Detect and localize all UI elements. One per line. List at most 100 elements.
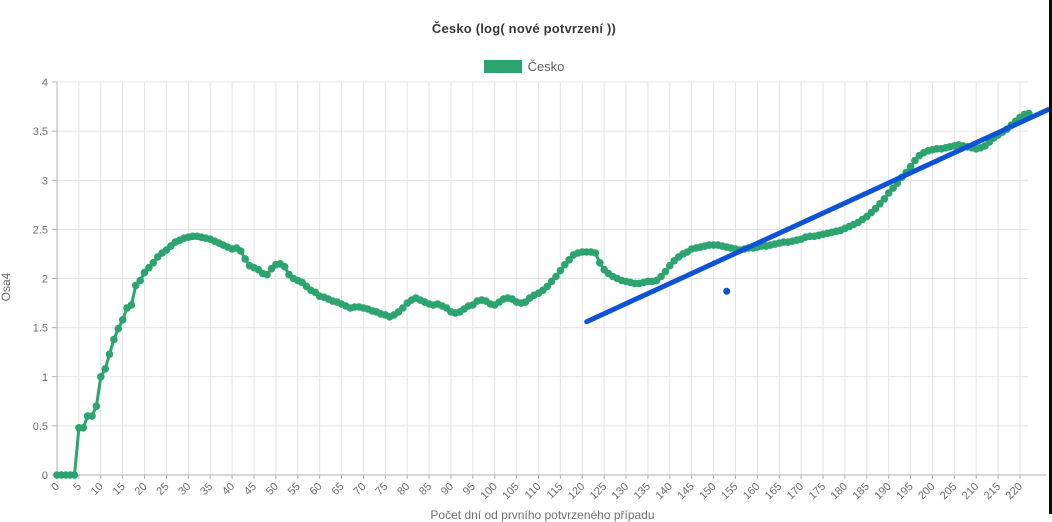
legend-label-cesko: Česko [527, 58, 565, 74]
x-tick-label: 75 [373, 481, 390, 498]
series-point-cesko [666, 261, 674, 270]
x-tick-label: 160 [741, 481, 762, 502]
series-point-cesko [591, 249, 600, 257]
series-point-cesko [92, 402, 101, 411]
series-point-cesko [145, 263, 153, 272]
series-point-cesko [543, 282, 552, 291]
x-tick-label: 205 [938, 481, 959, 502]
x-tick-label: 50 [264, 481, 281, 498]
series-point-cesko [661, 267, 670, 276]
x-tick-label: 15 [111, 481, 128, 498]
series-point-cesko [876, 200, 884, 208]
x-tick-label: 10 [89, 481, 106, 498]
series-point-cesko [118, 316, 127, 324]
y-tick-label: 2.5 [33, 224, 48, 236]
y-tick-label: 1 [42, 372, 48, 384]
series-point-cesko [884, 189, 893, 197]
series-point-cesko [97, 373, 105, 381]
x-tick-label: 5 [71, 481, 84, 494]
x-tick-label: 40 [220, 481, 237, 498]
x-tick-label: 145 [675, 481, 696, 502]
x-tick-label: 165 [763, 481, 784, 502]
series-point-cesko [556, 266, 565, 275]
series-point-cesko [70, 471, 79, 479]
x-tick-label: 195 [894, 481, 915, 502]
series-point-cesko [88, 412, 96, 420]
x-tick-label: 25 [154, 481, 171, 498]
outlier-point [723, 287, 731, 295]
series-point-cesko [871, 204, 880, 213]
y-tick-label: 4 [42, 77, 48, 89]
x-tick-label: 130 [610, 481, 631, 502]
series-point-cesko [911, 156, 919, 165]
x-tick-label: 65 [329, 481, 346, 498]
series-point-cesko [657, 272, 665, 281]
x-tick-label: 175 [807, 481, 828, 502]
series-line-cesko [57, 111, 1030, 477]
y-tick-label: 3.5 [33, 126, 48, 138]
series-point-cesko [241, 255, 249, 263]
x-tick-label: 150 [697, 481, 718, 502]
y-tick-label: 2 [42, 274, 48, 286]
x-tick-label: 120 [566, 481, 587, 502]
x-tick-label: 60 [308, 481, 325, 498]
x-tick-label: 180 [829, 481, 850, 502]
x-tick-label: 155 [719, 481, 740, 502]
x-tick-label: 45 [242, 481, 259, 498]
series-point-cesko [149, 259, 158, 267]
series-point-cesko [105, 350, 114, 359]
series-point-cesko [280, 262, 289, 271]
x-tick-label: 90 [439, 481, 456, 498]
series-point-cesko [136, 276, 144, 285]
series-point-cesko [565, 255, 573, 264]
series-point-cesko [114, 324, 123, 333]
series-point-cesko [552, 272, 560, 281]
x-tick-label: 140 [653, 481, 674, 502]
x-tick-label: 80 [395, 481, 412, 498]
x-tick-label: 185 [850, 481, 871, 502]
series-point-cesko [263, 270, 271, 279]
x-tick-label: 95 [461, 481, 478, 498]
x-tick-label: 135 [632, 481, 653, 502]
window-right-border [1049, 0, 1052, 514]
x-tick-label: 20 [133, 481, 150, 498]
series-point-cesko [101, 365, 109, 373]
y-tick-label: 1.5 [33, 323, 48, 335]
series-point-cesko [547, 277, 556, 286]
x-tick-label: 0 [49, 481, 62, 494]
x-tick-label: 210 [960, 481, 981, 502]
legend-swatch-cesko[interactable] [483, 59, 522, 73]
series-point-cesko [140, 268, 149, 277]
x-tick-label: 200 [916, 481, 937, 502]
trend-line [584, 107, 1051, 325]
series-point-cesko [596, 259, 604, 267]
series-point-cesko [79, 424, 88, 432]
x-tick-label: 190 [872, 481, 893, 502]
x-tick-label: 100 [478, 481, 499, 502]
chart-title: Česko (log( nové potvrzení )) [431, 21, 617, 36]
legend[interactable]: Česko [0, 58, 1048, 74]
y-tick-label: 0 [42, 470, 48, 482]
series-point-cesko [237, 247, 245, 255]
y-tick-label: 0.5 [33, 421, 48, 433]
x-tick-label: 220 [1004, 481, 1025, 502]
x-tick-label: 70 [351, 481, 368, 498]
x-tick-label: 105 [500, 481, 521, 502]
x-tick-label: 30 [176, 481, 193, 498]
x-tick-label: 110 [523, 481, 544, 502]
series-point-cesko [127, 301, 136, 309]
x-tick-label: 35 [198, 481, 215, 498]
series-point-cesko [399, 304, 407, 312]
series-point-cesko [880, 195, 889, 203]
x-axis-title-clipped: Počet dní od prvního potvrzeného případu [430, 508, 655, 522]
series-point-cesko [906, 162, 915, 171]
x-tick-label: 170 [785, 481, 806, 502]
x-tick-label: 55 [286, 481, 303, 498]
x-tick-label: 215 [982, 481, 1003, 502]
x-tick-label: 85 [417, 481, 434, 498]
x-tick-label: 115 [545, 481, 566, 502]
y-tick-label: 3 [42, 175, 48, 187]
series-point-cesko [132, 281, 140, 290]
